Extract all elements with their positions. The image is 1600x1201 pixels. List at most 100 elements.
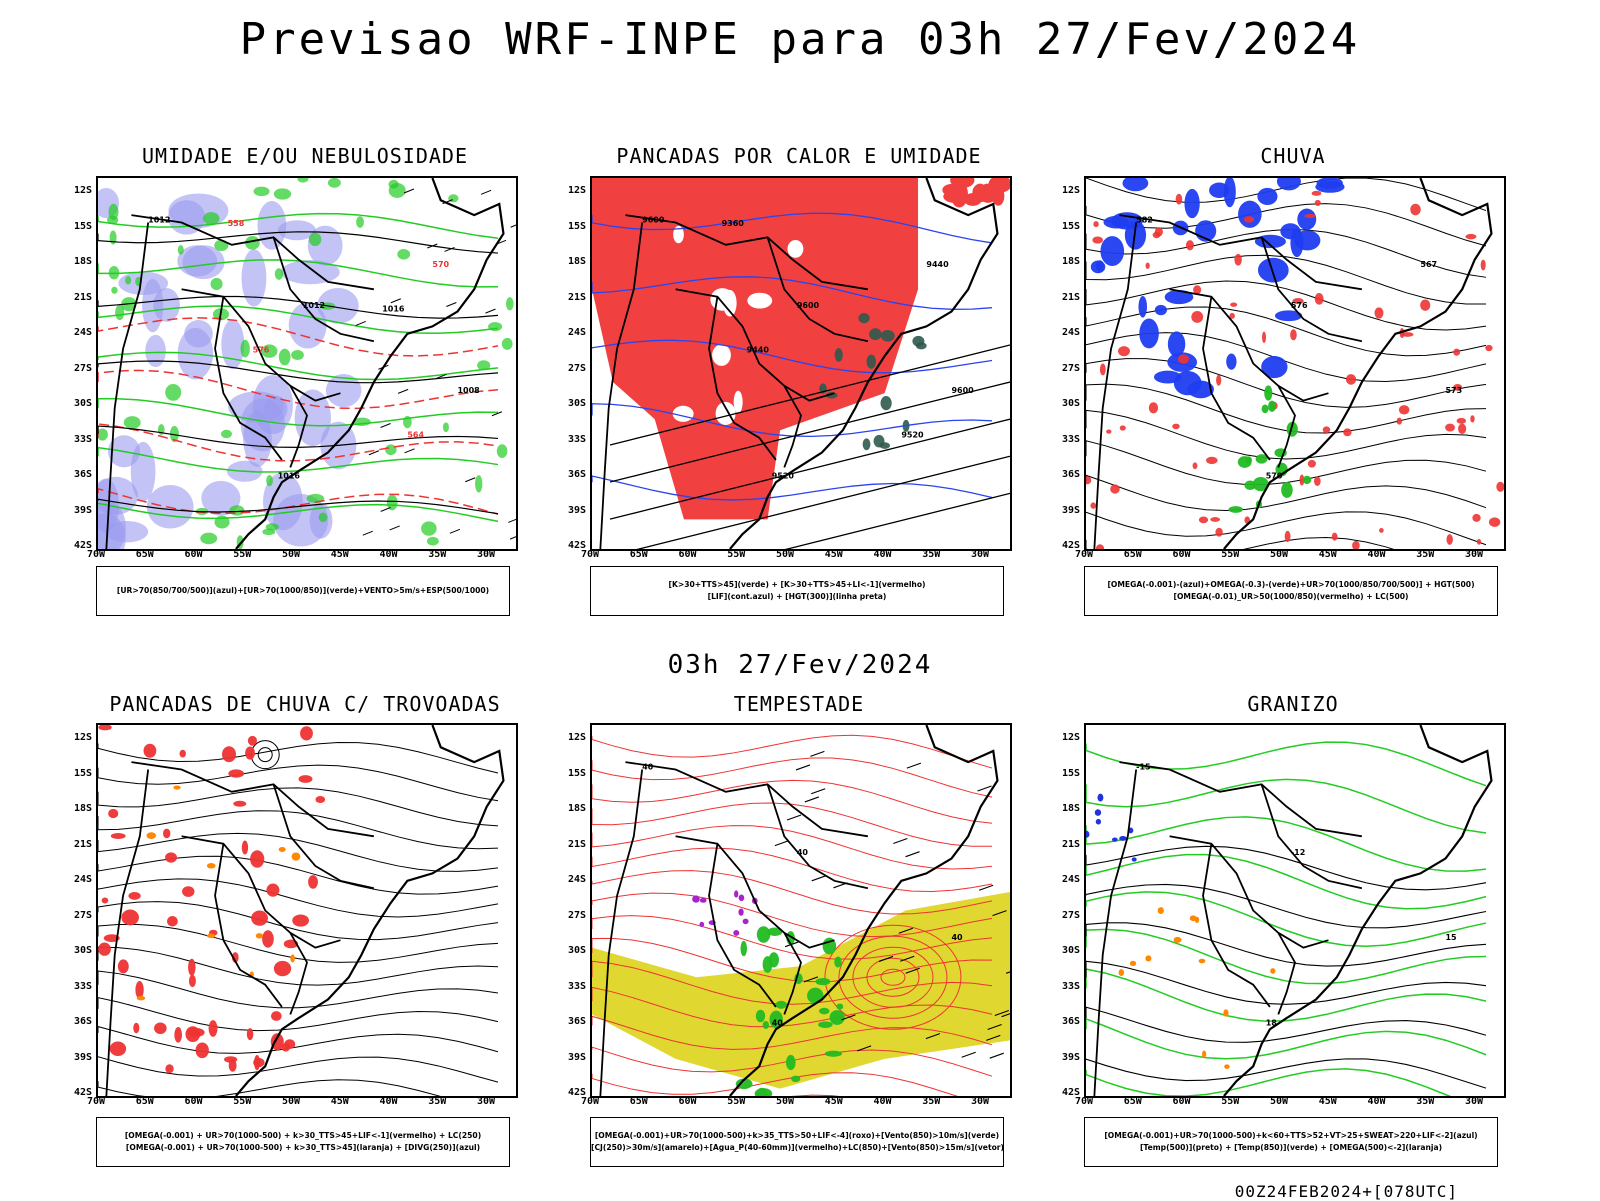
wind-vector [368,450,380,456]
shaded-area [1243,216,1255,223]
country-border [1260,237,1363,343]
lat-tick-label: 24S [567,327,586,338]
shaded-area [733,390,743,414]
contour-line [1086,474,1487,512]
panel-title-pancadas-calor: PANCADAS POR CALOR E UMIDADE [616,144,982,168]
lon-tick-label: 70W [86,549,106,560]
contour-line [98,305,499,334]
shaded-area [1216,374,1222,386]
wind-vector [784,941,800,948]
shaded-area [1238,200,1262,228]
lat-tick-label: 42S [567,540,586,551]
wind-vector [841,1014,856,1021]
shaded-area [1294,230,1321,251]
contour-line [98,295,499,319]
shaded-area [1268,400,1276,412]
coastline [729,178,999,549]
shaded-area [1131,857,1137,862]
lat-tick-label: 30S [567,398,586,409]
contour-line [852,946,934,1008]
lat-tick-label: 30S [1061,945,1080,956]
shaded-area [1095,544,1105,549]
map-canvas-granizo: -15 -12 15 18 [1086,725,1493,1096]
shaded-area [742,918,749,925]
shaded-area [791,1075,801,1083]
shaded-area [308,875,318,889]
contour-label: 9520 [772,472,795,481]
country-border [181,835,341,949]
legend-line: [OMEGA(-0.001) + UR>70(1000-500) + k>30_… [124,1131,482,1140]
wind-vector [810,750,825,757]
shaded-area [228,769,245,778]
shaded-area [300,726,313,741]
shaded-area [815,977,831,986]
contour-line [98,946,499,986]
shaded-area [1172,423,1180,430]
shaded-area [154,1022,167,1035]
wind-vector [509,536,516,540]
shaded-area [133,1022,140,1034]
contour-line [838,935,948,1019]
shaded-area [1290,329,1297,341]
panel-title-tempestade: TEMPESTADE [733,692,865,716]
shaded-area [263,472,303,531]
shaded-area [165,1064,174,1074]
country-border [766,784,869,890]
contour-label: 18 [1266,1019,1278,1028]
shaded-area [206,863,216,869]
contour-line [1086,928,1487,985]
lat-tick-label: 30S [567,945,586,956]
shaded-area [385,444,397,456]
panel-title-umidade: UMIDADE E/OU NEBULOSIDADE [141,144,469,168]
contour-line [98,351,499,381]
lat-tick-label: 36S [73,469,92,480]
lat-tick-label: 39S [1061,1051,1080,1063]
shaded-area [210,277,223,291]
lon-tick-label: 65W [135,549,154,560]
shaded-area [762,956,773,973]
wind-vector [804,796,820,803]
lat-tick-label: 39S [73,504,92,516]
lat-tick-label: 12S [1061,732,1080,743]
shaded-area [1261,404,1269,414]
contour-line [98,369,499,410]
shaded-area [1374,307,1384,319]
shaded-area [308,232,322,247]
lat-tick-label: 15S [73,767,92,779]
shaded-area [1177,354,1190,364]
contour-line [824,924,962,1030]
lat-tick-label: 24S [1061,874,1080,885]
contour-label: 9360 [722,219,745,228]
shaded-area [284,1039,296,1050]
coastline [729,725,999,1096]
shaded-area [692,895,700,903]
contour-line [1086,306,1487,357]
country-border [105,222,150,549]
wind-vector [485,308,496,314]
shaded-area [388,182,406,198]
lon-tick-label: 55W [727,1096,746,1107]
shaded-area [1311,190,1322,196]
wind-vector [878,955,894,962]
shaded-area [712,344,731,366]
wind-vector [905,851,920,858]
lon-tick-label: 40W [1367,1096,1386,1107]
shaded-area [1456,417,1467,424]
shaded-area [200,532,218,545]
shaded-area [1122,178,1149,192]
legend-line: [OMEGA(-0.001) + UR>70(1000-500) + k>30_… [125,1143,481,1152]
legend-chuva: [OMEGA(-0.001)-(azul)+OMEGA(-0.3)-(verde… [1084,566,1498,616]
shaded-area [292,914,309,927]
lat-tick-label: 18S [73,256,92,267]
lon-tick-label: 30W [970,1096,990,1107]
shaded-area [1420,299,1431,311]
country-border [1260,784,1363,890]
wind-vector [900,955,915,962]
map-canvas-trovoadas [98,725,505,1096]
wind-vector [355,320,366,326]
legend-line: [OMEGA(-0.001)+UR>70(1000-500)+k>35_TTS>… [594,1131,1000,1140]
shaded-area [1302,475,1312,485]
lat-tick-label: 18S [567,256,586,267]
cyclone-spiral [257,747,273,763]
shaded-area [98,942,111,956]
